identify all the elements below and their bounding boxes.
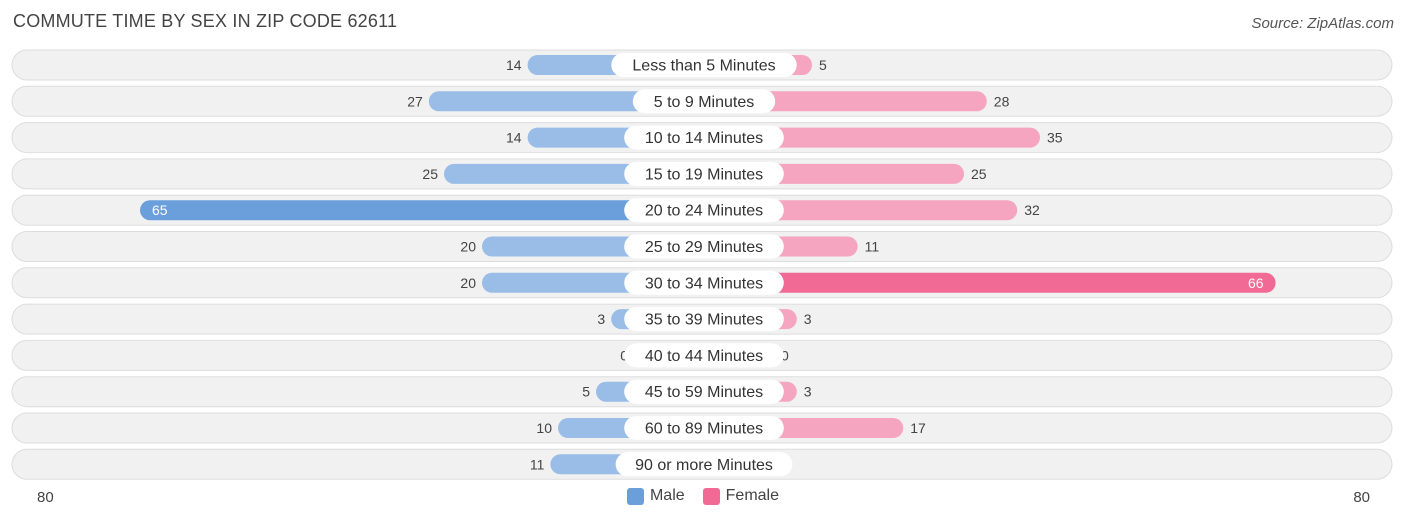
legend: Male Female <box>0 487 1406 505</box>
value-label-female: 3 <box>804 384 812 400</box>
legend-item-male[interactable]: Male <box>626 487 685 505</box>
value-label-male: 14 <box>506 57 522 73</box>
value-label-female: 0 <box>781 347 789 363</box>
category-label-background <box>624 270 784 295</box>
value-label-female: 32 <box>1024 202 1040 218</box>
category-label: 35 to 39 Minutes <box>645 312 763 329</box>
category-label-background <box>624 343 784 368</box>
value-label-male: 11 <box>530 456 545 472</box>
legend-swatch-female <box>702 487 720 505</box>
value-label-female: 28 <box>994 93 1010 109</box>
value-label-male: 20 <box>460 275 476 291</box>
category-label-background <box>611 53 797 77</box>
value-label-female: 5 <box>819 57 827 73</box>
category-label: 20 to 24 Minutes <box>645 203 763 220</box>
category-label: 60 to 89 Minutes <box>645 421 763 438</box>
value-label-female: 3 <box>804 311 812 327</box>
legend-label-female: Female <box>725 487 780 504</box>
category-label-background <box>624 379 784 404</box>
value-label-male: 14 <box>506 130 522 146</box>
category-label-background <box>632 89 776 114</box>
legend-item-female[interactable]: Female <box>702 487 780 505</box>
value-label-female: 66 <box>1248 275 1264 291</box>
category-label-background <box>624 125 784 150</box>
value-label-female: 25 <box>971 166 987 182</box>
value-label-male: 27 <box>407 93 423 109</box>
value-label-male: 20 <box>460 239 476 255</box>
value-label-male: 3 <box>597 311 605 327</box>
source-label: Source: ZipAtlas.com <box>1251 15 1394 32</box>
bar-female <box>704 127 1040 148</box>
category-label: 90 or more Minutes <box>635 457 773 474</box>
value-label-female: 35 <box>1047 130 1063 146</box>
chart-title: COMMUTE TIME BY SEX IN ZIP CODE 62611 <box>13 11 398 31</box>
value-label-male: 65 <box>152 202 168 218</box>
legend-label-male: Male <box>649 487 685 504</box>
category-label: Less than 5 Minutes <box>632 58 775 75</box>
category-label-background <box>615 452 793 477</box>
value-label-female: 11 <box>865 239 880 255</box>
value-label-male: 5 <box>582 384 590 400</box>
category-label-background <box>624 161 784 186</box>
category-label: 30 to 34 Minutes <box>645 275 763 292</box>
legend-swatch-male <box>626 487 644 505</box>
axis-label-right: 80 <box>1353 489 1370 506</box>
value-label-male: 25 <box>422 166 438 182</box>
category-label-background <box>624 307 784 332</box>
category-label: 25 to 29 Minutes <box>645 239 763 256</box>
category-label: 10 to 14 Minutes <box>645 130 763 147</box>
category-label-background <box>624 416 784 440</box>
category-label: 5 to 9 Minutes <box>654 94 755 111</box>
category-label: 40 to 44 Minutes <box>645 348 763 365</box>
value-label-female: 17 <box>910 420 926 436</box>
category-label-background <box>624 198 784 223</box>
bar-female <box>704 91 987 112</box>
axis-label-left: 80 <box>37 489 54 506</box>
category-label: 45 to 59 Minutes <box>645 384 763 401</box>
category-label: 15 to 19 Minutes <box>645 166 763 183</box>
bar-male <box>140 200 704 221</box>
value-label-male: 10 <box>536 420 552 436</box>
category-label-background <box>624 234 784 259</box>
bar-female <box>704 272 1276 293</box>
